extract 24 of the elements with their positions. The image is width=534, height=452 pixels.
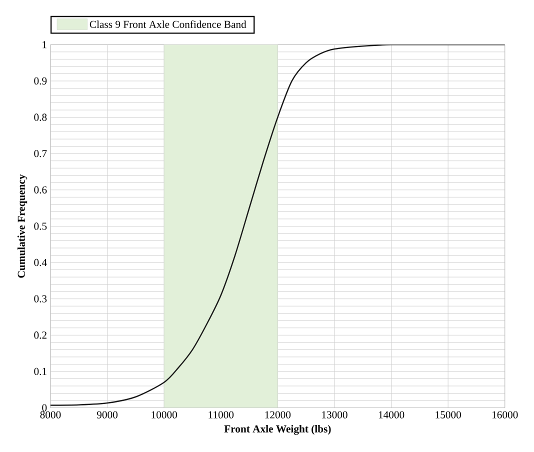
y-tick-label: 1	[42, 40, 46, 48]
y-tick-label: 0.9	[34, 77, 47, 84]
y-tick-label: 0.3	[34, 295, 47, 302]
y-tick-label: 0.7	[34, 150, 47, 157]
x-tick-label: 12000	[265, 410, 291, 418]
y-tick-label: 0.8	[34, 113, 47, 121]
x-tick-label: 8000	[40, 410, 61, 418]
x-tick-label: 9000	[96, 410, 118, 418]
legend-label: Class 9 Front Axle Confidence Band	[90, 20, 246, 28]
x-axis-title: Front Axle Weight (lbs)	[224, 424, 331, 435]
x-tick-label: 14000	[378, 410, 404, 418]
y-tick-label: 0.2	[34, 331, 46, 339]
line-series	[50, 44, 505, 406]
x-tick-label: 16000	[492, 410, 518, 418]
x-tick-label: 15000	[436, 410, 461, 418]
y-tick-label: 0.5	[34, 222, 47, 230]
x-tick-label: 11000	[208, 410, 234, 418]
x-tick-label: 10000	[152, 410, 177, 418]
x-tick-label: 13000	[322, 410, 348, 418]
y-tick-label: 0.6	[34, 186, 47, 194]
y-tick-label: 0.4	[34, 258, 47, 266]
y-tick-label: 0	[42, 404, 47, 412]
y-tick-label: 0.1	[34, 368, 46, 375]
y-axis-title: Cumulative Frequency	[17, 174, 28, 278]
